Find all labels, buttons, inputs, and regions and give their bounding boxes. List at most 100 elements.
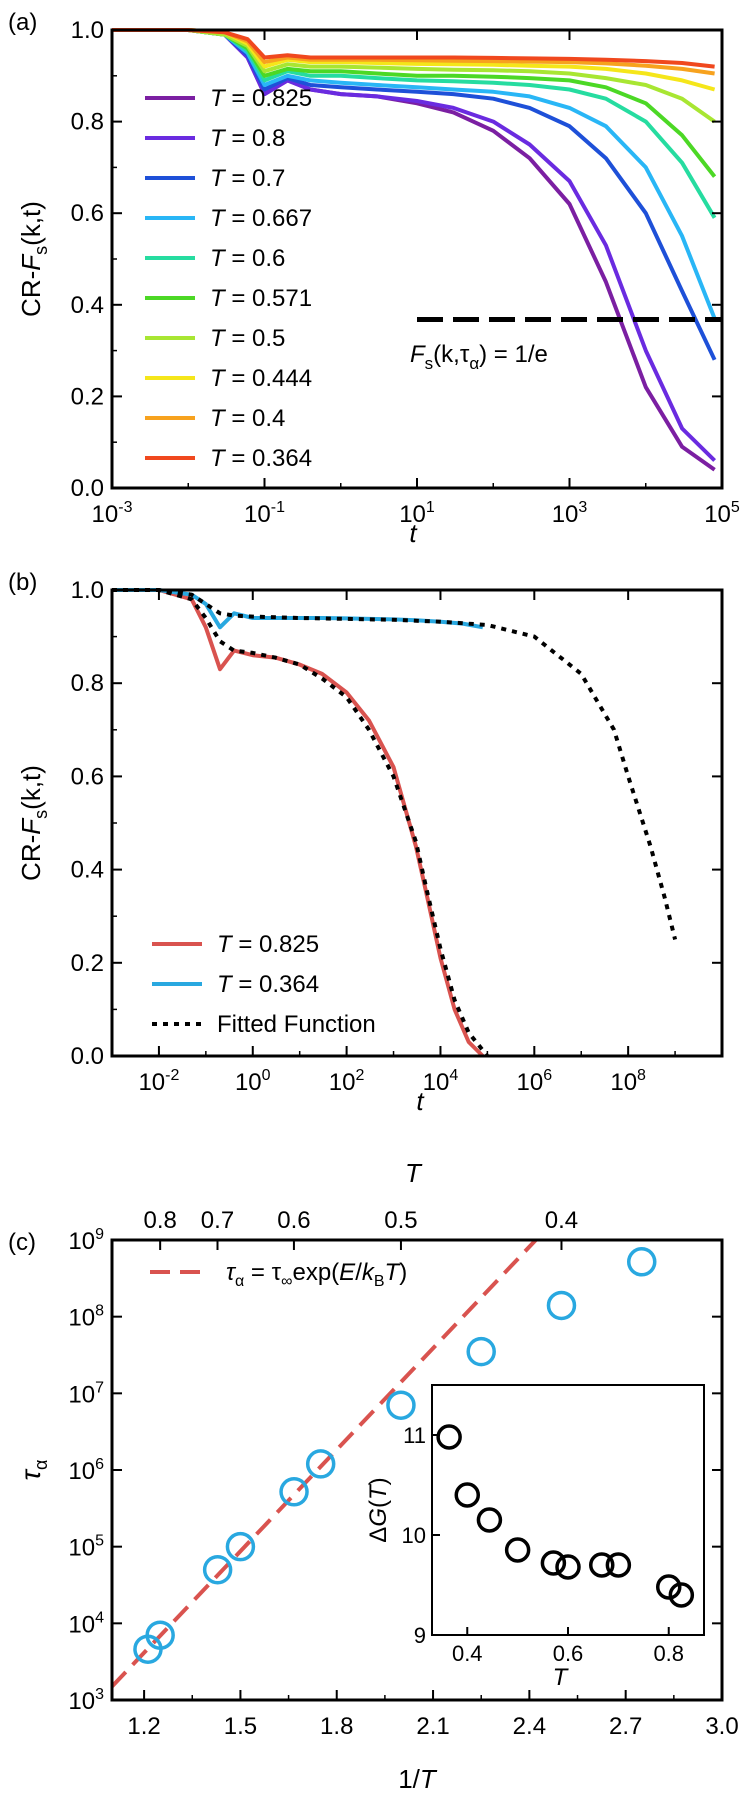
legend-label-T-0.4: T = 0.4: [210, 405, 285, 432]
tick-base: 10: [399, 501, 426, 528]
top-tick-label-c: 0.5: [384, 1207, 417, 1234]
legend-label-T-0.8: T = 0.8: [210, 125, 285, 152]
panel-label-c: (c): [8, 1229, 36, 1256]
tick-base: 10: [68, 1228, 95, 1255]
panel-label-a: (a): [8, 9, 37, 36]
y-tick-label-c: 105: [68, 1533, 104, 1562]
fit-k: k: [362, 1259, 376, 1286]
x-tick-label-b: 102: [329, 1067, 365, 1096]
tick-exponent: 8: [95, 1303, 104, 1320]
y-tick-label-c: 104: [68, 1609, 104, 1638]
tick-exponent: 9: [95, 1226, 104, 1243]
x-tick-label-c: 2.4: [513, 1713, 546, 1740]
y-tick-label-c: 106: [68, 1456, 104, 1485]
tick-exponent: 0: [262, 1067, 271, 1084]
deltaG-point: [605, 1552, 632, 1578]
tick-exponent: 1: [426, 499, 435, 516]
deltaG-point: [476, 1507, 503, 1533]
tick-base: 10: [423, 1069, 450, 1096]
legend-T: T: [210, 165, 227, 192]
tau-alpha-point: [202, 1554, 233, 1585]
fit-tau-sub: α: [235, 1273, 244, 1290]
ylabel-F: F: [16, 817, 46, 835]
legend-T: T: [210, 125, 227, 152]
legend-value: = 0.6: [225, 245, 286, 272]
y-tick-label-c: 107: [68, 1379, 104, 1408]
legend-label-T-0.364: T = 0.364: [210, 445, 312, 472]
legend-label-T-0-364: T = 0.364: [217, 971, 319, 998]
inset-y-tick-label: 9: [414, 1623, 426, 1648]
tau-alpha-point: [386, 1390, 416, 1420]
x-tick-label-b: 108: [610, 1067, 646, 1096]
y-tick-label-a: 1.0: [71, 17, 104, 44]
tick-base: 10: [68, 1688, 95, 1715]
legend-T: T: [210, 365, 227, 392]
legend-label-T-0.7: T = 0.7: [210, 165, 285, 192]
ylabel-F: F: [16, 253, 46, 271]
tick-exponent: 5: [95, 1533, 104, 1550]
tau-alpha-point: [305, 1449, 336, 1479]
tick-base: 10: [138, 1069, 165, 1096]
inset-x-tick-label: 0.6: [553, 1641, 584, 1666]
legend-label-T-0.571: T = 0.571: [210, 285, 312, 312]
y-tick-label-b: 0.8: [71, 670, 104, 697]
x-tick-label-c: 1.2: [127, 1713, 160, 1740]
top-tick-label-c: 0.7: [201, 1207, 234, 1234]
legend-value: = 0.5: [225, 325, 286, 352]
legend-fit-label: τα = τ∞exp(E/kBT): [226, 1259, 407, 1290]
series-line-T-0.667: [112, 28, 717, 320]
tick-exponent: 5: [731, 499, 740, 516]
tick-base: 10: [552, 501, 579, 528]
x-tick-label-a: 105: [704, 499, 740, 528]
tau-alpha-point: [466, 1336, 496, 1367]
tick-exponent: 4: [449, 1067, 458, 1084]
top-axis-label-c: T: [405, 1158, 423, 1188]
tick-exponent: 3: [578, 499, 587, 516]
inset-x-tick-label: 0.8: [653, 1641, 684, 1666]
legend-T: T: [217, 971, 234, 998]
panel-b: (b)0.00.20.40.60.81.010-2 100 102 104 106 108…: [8, 569, 724, 1116]
legend-T: T: [217, 931, 234, 958]
deltaG-point: [555, 1554, 581, 1580]
legend-label-T-0.667: T = 0.667: [210, 205, 312, 232]
ylabel-prefix: CR-: [16, 835, 46, 881]
ann-F: F: [410, 341, 426, 368]
top-tick-label-c: 0.4: [545, 1207, 578, 1234]
tick-base: 10: [235, 1069, 262, 1096]
legend-value: = 0.825: [225, 85, 312, 112]
tau-alpha-point: [145, 1620, 175, 1650]
y-axis-label-a: CR-Fs(k,t): [16, 201, 51, 317]
ylabel-prefix: CR-: [16, 271, 46, 317]
tick-exponent: -3: [118, 499, 132, 516]
inset-x-label: T: [553, 1664, 570, 1691]
ylabel-sub: s: [31, 246, 51, 255]
legend-fitted: Fitted Function: [217, 1011, 376, 1038]
x-tick-label-b: 104: [423, 1067, 459, 1096]
panel-c: (c) 1.2 1.5 1.8 2.1 2.4 2.7 3.0 1/T 0.8 0.7 0.6 0.5 0…: [8, 1158, 739, 1794]
y-tick-label-b: 0.4: [71, 857, 104, 884]
legend-value: = 0.667: [225, 205, 312, 232]
fit-tau: τ: [226, 1259, 237, 1286]
fit-inf: ∞: [281, 1273, 292, 1290]
panel-a: (a)Fs(k,τα) = 1/e0.00.20.40.60.81.010-3 1…: [8, 9, 740, 548]
legend-T: T: [210, 85, 227, 112]
y-tick-label-c: 109: [68, 1226, 104, 1255]
panel-label-b: (b): [8, 569, 37, 596]
y-tick-label-a: 0.4: [71, 292, 104, 319]
fit-slash: /: [355, 1259, 362, 1286]
one-over-e-annotation: Fs(k,τα) = 1/e: [410, 341, 548, 373]
legend-value: = 0.4: [225, 405, 286, 432]
ann-sub: s: [425, 354, 434, 373]
tick-exponent: 4: [95, 1609, 104, 1626]
fit-B: B: [374, 1273, 385, 1290]
fit-mid: = τ: [244, 1259, 281, 1286]
tick-exponent: -1: [271, 499, 285, 516]
x-axis-label-c: 1/T: [398, 1764, 438, 1794]
legend-value: = 0.825: [232, 931, 319, 958]
y-tick-label-b: 0.0: [71, 1043, 104, 1070]
y-tick-label-c: 103: [68, 1686, 104, 1715]
legend-label-T-0.5: T = 0.5: [210, 325, 285, 352]
x-tick-label-a: 10-1: [244, 499, 285, 528]
x-tick-label-a: 10-3: [92, 499, 133, 528]
x-tick-label-c: 1.5: [224, 1713, 257, 1740]
